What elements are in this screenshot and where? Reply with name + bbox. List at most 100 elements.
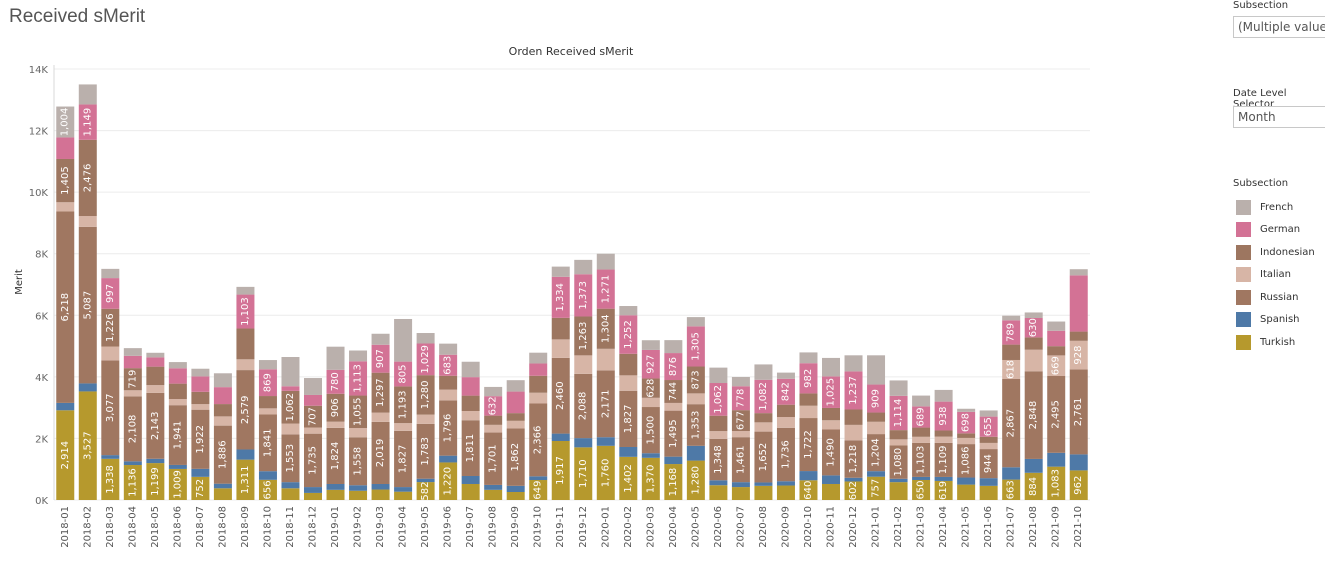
bar-segment-indonesian[interactable] xyxy=(191,391,210,405)
bar-segment-french[interactable] xyxy=(461,361,480,378)
bar-segment-italian[interactable] xyxy=(641,397,660,408)
bar-segment-spanish[interactable] xyxy=(731,482,750,488)
bar-segment-italian[interactable] xyxy=(326,421,345,428)
bar-segment-russian[interactable] xyxy=(281,434,300,483)
bar-segment-german[interactable] xyxy=(78,104,97,140)
bar-segment-indonesian[interactable] xyxy=(776,404,795,418)
bar-segment-french[interactable] xyxy=(281,357,300,387)
bar-segment-german[interactable] xyxy=(146,357,165,367)
bar-segment-indonesian[interactable] xyxy=(664,380,683,403)
bar-segment-french[interactable] xyxy=(101,268,120,279)
bar-segment-german[interactable] xyxy=(281,386,300,391)
bar-segment-russian[interactable] xyxy=(957,444,976,478)
bar-segment-turkish[interactable] xyxy=(56,410,75,500)
bar-segment-german[interactable] xyxy=(799,363,818,394)
bar-segment-russian[interactable] xyxy=(731,437,750,483)
bar-segment-russian[interactable] xyxy=(709,438,728,481)
bar-segment-indonesian[interactable] xyxy=(78,139,97,217)
bar-segment-turkish[interactable] xyxy=(641,457,660,500)
bar-segment-turkish[interactable] xyxy=(191,476,210,500)
bar-segment-turkish[interactable] xyxy=(258,479,277,500)
bar-segment-turkish[interactable] xyxy=(1047,466,1066,500)
bar-segment-italian[interactable] xyxy=(281,423,300,435)
bar-segment-turkish[interactable] xyxy=(889,482,908,500)
bar-segment-italian[interactable] xyxy=(416,414,435,424)
bar-segment-french[interactable] xyxy=(439,343,458,355)
bar-segment-german[interactable] xyxy=(258,369,277,397)
bar-segment-french[interactable] xyxy=(123,348,142,356)
bar-segment-french[interactable] xyxy=(1047,321,1066,331)
bar-segment-italian[interactable] xyxy=(1047,355,1066,376)
bar-segment-turkish[interactable] xyxy=(1069,470,1088,500)
bar-segment-italian[interactable] xyxy=(709,431,728,439)
bar-segment-german[interactable] xyxy=(686,326,705,367)
bar-segment-indonesian[interactable] xyxy=(1069,331,1088,341)
bar-segment-turkish[interactable] xyxy=(596,445,615,500)
bar-segment-french[interactable] xyxy=(506,380,525,392)
bar-segment-russian[interactable] xyxy=(822,429,840,476)
bar-segment-spanish[interactable] xyxy=(1002,467,1021,480)
bar-segment-french[interactable] xyxy=(799,352,818,364)
bar-segment-russian[interactable] xyxy=(574,373,593,439)
bar-segment-turkish[interactable] xyxy=(349,490,368,500)
bar-segment-italian[interactable] xyxy=(664,402,683,411)
bar-segment-indonesian[interactable] xyxy=(304,405,322,428)
bar-segment-turkish[interactable] xyxy=(529,480,548,500)
bar-segment-indonesian[interactable] xyxy=(912,427,931,437)
bar-segment-russian[interactable] xyxy=(506,428,525,486)
bar-segment-italian[interactable] xyxy=(889,439,908,446)
bar-segment-russian[interactable] xyxy=(619,390,638,447)
bar-segment-russian[interactable] xyxy=(101,360,120,456)
bar-segment-indonesian[interactable] xyxy=(123,368,142,391)
bar-segment-spanish[interactable] xyxy=(822,475,840,484)
bar-segment-german[interactable] xyxy=(844,371,863,410)
bar-segment-italian[interactable] xyxy=(146,385,165,393)
bar-segment-italian[interactable] xyxy=(371,412,390,422)
bar-segment-french[interactable] xyxy=(912,395,931,407)
bar-segment-french[interactable] xyxy=(484,386,503,397)
bar-segment-french[interactable] xyxy=(822,357,840,377)
bar-segment-spanish[interactable] xyxy=(1069,454,1088,471)
bar-segment-indonesian[interactable] xyxy=(574,316,593,356)
bar-segment-indonesian[interactable] xyxy=(371,372,390,413)
bar-segment-french[interactable] xyxy=(934,389,953,402)
bar-segment-italian[interactable] xyxy=(529,392,548,404)
bar-segment-italian[interactable] xyxy=(191,404,210,410)
bar-segment-turkish[interactable] xyxy=(78,391,97,500)
bar-segment-italian[interactable] xyxy=(506,420,525,429)
bar-segment-russian[interactable] xyxy=(371,421,390,484)
bar-segment-indonesian[interactable] xyxy=(1024,337,1043,350)
bar-segment-turkish[interactable] xyxy=(912,479,931,500)
bar-segment-turkish[interactable] xyxy=(776,485,795,500)
bar-segment-spanish[interactable] xyxy=(529,476,548,481)
bar-segment-indonesian[interactable] xyxy=(551,317,570,340)
bar-segment-french[interactable] xyxy=(619,306,638,316)
bar-segment-russian[interactable] xyxy=(326,427,345,484)
bar-segment-german[interactable] xyxy=(56,137,75,159)
bar-segment-indonesian[interactable] xyxy=(709,415,728,432)
bar-segment-french[interactable] xyxy=(1024,312,1043,318)
bar-segment-spanish[interactable] xyxy=(123,461,142,466)
bar-segment-italian[interactable] xyxy=(957,437,976,445)
bar-segment-spanish[interactable] xyxy=(349,485,368,491)
bar-segment-german[interactable] xyxy=(934,401,953,431)
bar-segment-italian[interactable] xyxy=(867,421,886,435)
bar-segment-indonesian[interactable] xyxy=(394,386,413,424)
bar-segment-turkish[interactable] xyxy=(371,489,390,500)
bar-segment-spanish[interactable] xyxy=(146,458,165,464)
bar-segment-indonesian[interactable] xyxy=(236,328,255,360)
bar-segment-french[interactable] xyxy=(146,352,165,358)
bar-segment-spanish[interactable] xyxy=(461,475,480,484)
bar-segment-french[interactable] xyxy=(664,340,683,354)
bar-segment-russian[interactable] xyxy=(641,407,660,454)
bar-segment-french[interactable] xyxy=(551,266,570,277)
bar-segment-german[interactable] xyxy=(236,294,255,329)
bar-segment-french[interactable] xyxy=(56,106,75,138)
bar-segment-turkish[interactable] xyxy=(686,460,705,500)
bar-segment-russian[interactable] xyxy=(1002,379,1021,468)
bar-segment-spanish[interactable] xyxy=(416,478,435,483)
bar-segment-italian[interactable] xyxy=(686,393,705,405)
bar-segment-spanish[interactable] xyxy=(236,449,255,460)
bar-segment-spanish[interactable] xyxy=(484,484,503,490)
bar-segment-italian[interactable] xyxy=(574,355,593,374)
